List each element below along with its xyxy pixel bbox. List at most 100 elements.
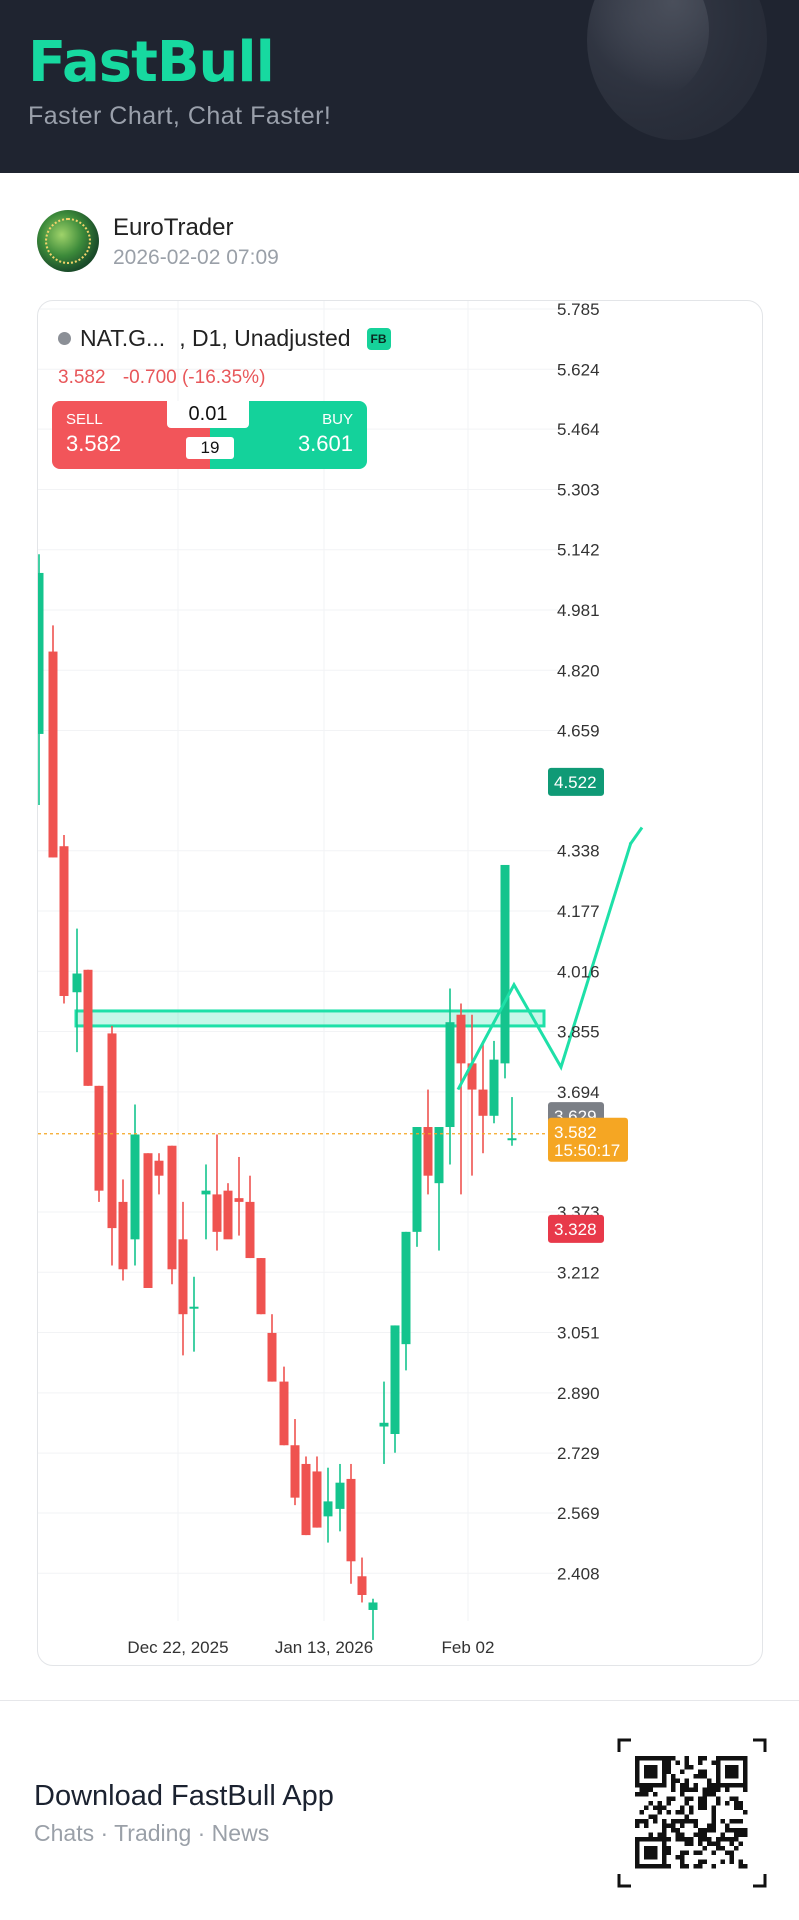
qr-module [693,1774,698,1779]
download-title[interactable]: Download FastBull App [34,1780,334,1812]
candle [301,1456,311,1536]
candle [478,1040,488,1154]
qr-module [698,1864,703,1869]
qr-module [635,1819,640,1824]
qr-module [720,1846,725,1851]
qr-module [729,1828,734,1833]
qr-module [734,1832,739,1837]
qr-module [725,1823,730,1828]
author-name[interactable]: EuroTrader [113,214,234,241]
qr-module [698,1832,703,1837]
candle [500,864,510,1079]
qr-module [738,1819,743,1824]
qr-module [711,1864,716,1869]
status-dot-icon [58,332,71,345]
candle [346,1463,356,1584]
qr-module [666,1760,671,1765]
symbol-name: NAT.G... [80,325,166,351]
qr-module [702,1792,707,1797]
candle [467,1014,477,1176]
qr-module [671,1774,676,1779]
candle [201,1164,211,1240]
qr-module [725,1837,730,1842]
qr-module [689,1841,694,1846]
symbol-header[interactable]: NAT.G... , D1, Unadjusted FB [58,325,391,352]
qr-module [698,1760,703,1765]
quantity-input[interactable]: 0.01 [167,401,249,428]
qr-module [734,1801,739,1806]
qr-module [725,1801,730,1806]
qr-frame-corner [617,1874,631,1888]
qr-module [639,1787,644,1792]
qr-module [662,1832,667,1837]
qr-frame-corner [753,1738,767,1752]
qr-module [702,1837,707,1842]
qr-module [698,1796,703,1801]
price-tag [548,1214,604,1243]
qr-module [635,1823,640,1828]
qr-module [729,1859,734,1864]
qr-module [711,1828,716,1833]
qr-finder-eye [644,1765,658,1779]
y-tick-label: 4.820 [557,661,600,680]
qr-module [689,1765,694,1770]
qr-module [738,1841,743,1846]
candle [212,1134,222,1251]
qr-module [666,1756,671,1761]
qr-module [653,1792,658,1797]
qr-module [698,1859,703,1864]
qr-module [729,1837,734,1842]
qr-module [639,1810,644,1815]
candle [507,1097,517,1146]
qr-module [729,1819,734,1824]
qr-module [725,1787,730,1792]
y-tick-label: 2.569 [557,1504,600,1523]
avatar[interactable] [37,210,99,272]
qr-module [675,1778,680,1783]
qr-module [666,1864,671,1869]
y-tick-label: 2.408 [557,1564,600,1583]
qr-module [702,1846,707,1851]
candle [357,1557,367,1603]
qr-module [675,1855,680,1860]
y-tick-label: 3.855 [557,1023,600,1042]
qr-module [675,1837,680,1842]
price-tag-label: 3.328 [554,1220,597,1239]
y-tick-label: 3.694 [557,1083,600,1102]
candle [412,1127,422,1247]
qr-module [716,1801,721,1806]
candle [48,625,58,858]
qr-module [684,1760,689,1765]
qr-module [711,1819,716,1824]
qr-module [698,1837,703,1842]
qr-module [680,1837,685,1842]
qr-module [684,1787,689,1792]
candle [154,1153,164,1195]
qr-module [666,1837,671,1842]
qr-module [675,1810,680,1815]
qr-finder-eye [725,1765,739,1779]
qr-module [684,1819,689,1824]
sell-label: SELL [66,411,103,428]
y-tick-label: 5.303 [557,480,600,499]
buy-price: 3.601 [297,431,353,456]
qr-module [657,1805,662,1810]
qr-module [707,1837,712,1842]
qr-module [738,1832,743,1837]
qr-module [711,1814,716,1819]
chart-card[interactable]: 5.785 5.624 5.464 5.303 5.142 4.981 4.820 4.659… [37,300,763,1666]
qr-module [743,1864,748,1869]
candlestick-chart[interactable]: 5.785 5.624 5.464 5.303 5.142 4.981 4.820 4.659… [38,301,763,1666]
projection-line [456,842,633,1091]
qr-module [711,1810,716,1815]
candle [379,1381,389,1464]
qr-module [743,1810,748,1815]
qr-module [644,1823,649,1828]
qr-code-icon[interactable] [617,1738,767,1888]
qr-module [671,1796,676,1801]
fb-badge: FB [366,327,391,350]
candle [323,1467,333,1543]
qr-module [702,1787,707,1792]
post-author[interactable]: EuroTrader 2026-02-02 07:09 [37,210,737,274]
fastbull-logo: FastBull [28,30,275,95]
